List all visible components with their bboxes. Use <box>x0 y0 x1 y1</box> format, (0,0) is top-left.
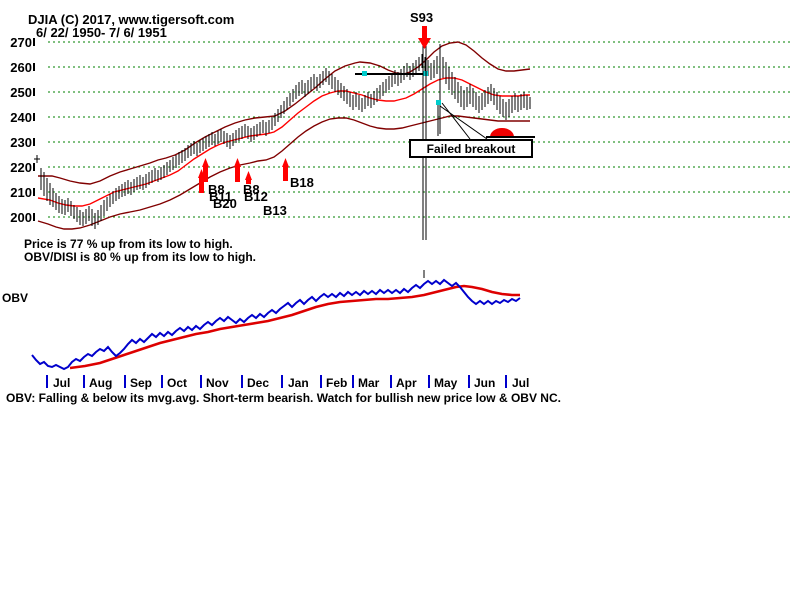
signal-label-b13: B13 <box>263 203 287 218</box>
buy-arrows <box>198 158 289 195</box>
y-axis-label-240: 240 <box>10 110 32 125</box>
month-tick-5 <box>241 375 243 388</box>
month-label-oct: Oct <box>167 376 188 390</box>
signal-label-b12: B12 <box>244 189 268 204</box>
month-tick-4 <box>200 375 202 388</box>
signal-label-b8b: B8 <box>243 182 260 197</box>
chart-title: DJIA (C) 2017, www.tigersoft.com <box>28 12 235 27</box>
month-tick-0 <box>46 375 48 388</box>
month-tick-10 <box>428 375 430 388</box>
y-axis-label-210: 210 <box>10 185 32 200</box>
y-axis-label-250: 250 <box>10 85 32 100</box>
vertical-marker-line <box>422 36 427 240</box>
price-chart-plot <box>33 26 790 240</box>
month-tick-12 <box>505 375 507 388</box>
month-tick-8 <box>352 375 354 388</box>
month-tick-11 <box>468 375 470 388</box>
y-axis-label-200: 200 <box>10 210 32 225</box>
chart-date-range: 6/ 22/ 1950- 7/ 6/ 1951 <box>36 25 167 40</box>
month-label-jul-0: Jul <box>53 376 71 390</box>
month-tick-2 <box>124 375 126 388</box>
note-obv-pct: OBV/DISI is 80 % up from its low to high… <box>24 250 257 264</box>
note-price-pct: Price is 77 % up from its low to high. <box>24 237 233 251</box>
obv-commentary: OBV: Falling & below its mvg.avg. Short-… <box>6 391 561 405</box>
y-axis-label-220: 220 <box>10 160 32 175</box>
month-label-mar: Mar <box>358 376 380 390</box>
month-label-nov: Nov <box>206 376 229 390</box>
y-axis-label-260: 260 <box>10 60 32 75</box>
sell-arrow-s93 <box>418 26 431 49</box>
month-label-jul-1: Jul <box>512 376 530 390</box>
month-label-jan: Jan <box>288 376 309 390</box>
month-tick-1 <box>83 375 85 388</box>
y-axis-label-270: 270 <box>10 35 32 50</box>
failed-breakout-callout: Failed breakout <box>409 139 533 158</box>
obv-line <box>31 278 521 371</box>
month-tick-7 <box>320 375 322 388</box>
obv-moving-average-line <box>69 284 520 370</box>
month-label-may: May <box>434 376 458 390</box>
month-label-apr: Apr <box>396 376 417 390</box>
callout-leader-lines <box>436 44 488 140</box>
obv-panel-title: OBV <box>2 291 29 305</box>
signal-label-b11: B11 <box>209 189 233 204</box>
month-label-sep: Sep <box>130 376 153 390</box>
month-label-aug: Aug <box>89 376 113 390</box>
y-axis-label-230: 230 <box>10 135 32 150</box>
price-bars <box>34 52 531 229</box>
obv-chart-plot <box>31 270 521 371</box>
signal-label-s93: S93 <box>410 10 434 25</box>
failed-breakout-text: Failed breakout <box>426 141 516 156</box>
signal-label-b20: B20 <box>213 196 237 211</box>
month-tick-9 <box>390 375 392 388</box>
signal-label-b18: B18 <box>290 175 314 190</box>
month-tick-3 <box>161 375 163 388</box>
sell-blob-marker <box>486 128 535 138</box>
month-label-feb: Feb <box>326 376 348 390</box>
month-label-dec: Dec <box>247 376 270 390</box>
month-tick-6 <box>281 375 283 388</box>
signal-label-b8a: B8 <box>208 182 225 197</box>
month-label-jun: Jun <box>474 376 496 390</box>
